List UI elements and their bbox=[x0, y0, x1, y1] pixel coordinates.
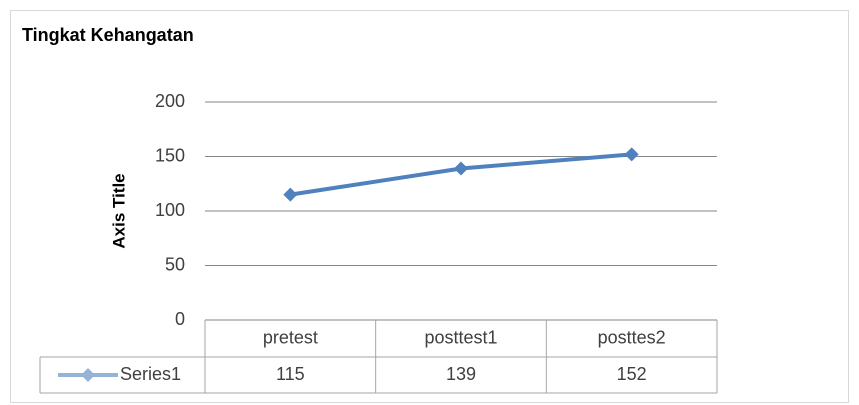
x-tick-label: posttest1 bbox=[424, 327, 497, 347]
x-tick-label: posttes2 bbox=[598, 327, 666, 347]
y-tick-label: 0 bbox=[175, 309, 185, 329]
y-tick-label: 100 bbox=[155, 200, 185, 220]
table-value: 152 bbox=[617, 364, 647, 384]
point-marker bbox=[283, 187, 298, 202]
point-marker bbox=[454, 161, 468, 176]
legend-label: Series1 bbox=[120, 364, 181, 384]
legend-marker bbox=[81, 368, 95, 382]
chart-frame bbox=[10, 10, 849, 403]
table-value: 115 bbox=[276, 364, 305, 384]
table-value: 139 bbox=[446, 364, 476, 384]
y-axis-title: Axis Title bbox=[109, 173, 128, 248]
chart-title: Tingkat Kehangatan bbox=[22, 25, 194, 45]
y-tick-label: 50 bbox=[165, 254, 185, 274]
y-tick-label: 150 bbox=[155, 145, 185, 165]
y-tick-label: 200 bbox=[155, 91, 185, 111]
point-marker bbox=[624, 147, 639, 162]
x-tick-label: pretest bbox=[263, 327, 318, 347]
